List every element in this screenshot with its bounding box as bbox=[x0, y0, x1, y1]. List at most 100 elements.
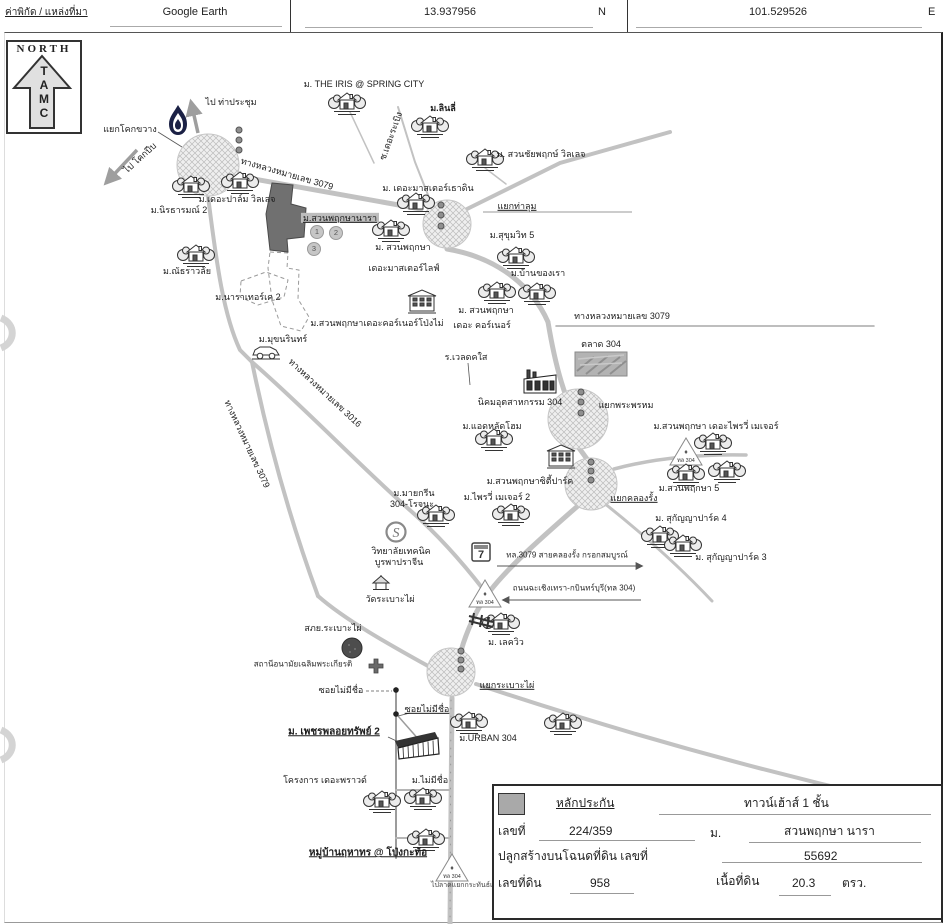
map-label-the-master-thaodin: ม. เดอะมาสเตอร์เธาดิน bbox=[382, 182, 474, 193]
traffic-light-dot bbox=[587, 458, 595, 466]
house-the-proud bbox=[363, 790, 401, 813]
house-privy-major-b bbox=[708, 460, 746, 483]
map-label-ruhathon-pongkatho: หมู่บ้านฤหาทร @ โป่งกะท้อ bbox=[308, 847, 428, 859]
map-label-the-palm-village: ม.เดอะปาล์ม วิลเลจ bbox=[198, 193, 276, 204]
map-label-suan-pruksa-5: ม.สวนพฤกษา 5 bbox=[658, 482, 720, 493]
house-sukhumvit5 bbox=[497, 246, 535, 269]
map-label-suan-chaiyapruek-village: ม. สวนชัยพฤกษ์ วิลเลจ bbox=[496, 148, 586, 159]
traffic-light-dot bbox=[587, 467, 595, 475]
arrow-to-khok-pip bbox=[103, 148, 139, 186]
divider bbox=[627, 0, 628, 32]
traffic-light-dot bbox=[577, 409, 585, 417]
map-label-mukhnarin: ม.มุขนรินทร์ bbox=[258, 333, 308, 344]
house-unlabeled-se bbox=[544, 712, 582, 735]
map-label-ro-weladsai: ร.เวลดคใส bbox=[444, 351, 488, 362]
map-label-yaek-khlong-rang: แยกคลองรั้ง bbox=[610, 492, 658, 503]
gas-station-flame-icon bbox=[169, 105, 187, 135]
map-label-corner-line2: เดอะ คอร์เนอร์ bbox=[453, 319, 511, 330]
traffic-light-dot bbox=[587, 476, 595, 484]
map-label-addlat-home: ม.แอดหลัดโฮม bbox=[462, 420, 522, 431]
map-label-corner-line1: ม. สวนพฤกษา bbox=[458, 304, 514, 315]
market-304-photo bbox=[574, 351, 628, 377]
map-label-sukanya-park-3: ม. สุกัญญาปาร์ค 3 bbox=[695, 551, 767, 562]
annotations-layer bbox=[103, 98, 644, 746]
factory-nikhom-304-icon bbox=[523, 369, 557, 394]
map-label-nikhom-304: นิคมอุตสาหกรรม 304 bbox=[477, 396, 563, 407]
longitude-value: 101.529526 bbox=[748, 6, 808, 18]
deed-no-value: 55692 bbox=[804, 849, 838, 863]
map-label-urban-304: ม.URBAN 304 bbox=[459, 732, 517, 743]
map-label-health-station: สถานีอนามัยเฉลิมพระเกียรติ bbox=[253, 659, 353, 669]
north-arrow-icon bbox=[11, 54, 73, 129]
roundabout-yaek-phra-phrom bbox=[547, 388, 609, 450]
subject-marker-3: 3 bbox=[307, 242, 321, 256]
coordinates-header: ค่าพิกัด / แหล่งที่มา Google Earth 13.93… bbox=[0, 0, 950, 32]
traffic-light-dot bbox=[437, 211, 445, 219]
highway-304-marker: ♦ ทล 304 bbox=[468, 579, 502, 608]
map-label-nara-therec-2: ม.นาราเทอร์เค 2 bbox=[215, 291, 281, 302]
map-label-suan-pruksa-nara: ม.สวนพฤกษานารา bbox=[300, 212, 380, 224]
collateral-legend-table: หลักประกัน ทาวน์เฮ้าส์ 1 ชั้น เลขที่ 224… bbox=[492, 784, 943, 920]
divider bbox=[636, 27, 922, 28]
land-no-value: 958 bbox=[590, 876, 611, 890]
map-label-wat-rabopai: วัดระเบาะไผ่ bbox=[365, 593, 415, 604]
divider bbox=[290, 0, 291, 32]
map-label-talad-304: ตลาด 304 bbox=[581, 338, 621, 349]
map-label-soi-no-name-1: ซอยไม่มีชื่อ bbox=[318, 684, 364, 695]
traffic-light-dot bbox=[457, 665, 465, 673]
map-label-mai-mee-chue: ม.ไม่มีชื่อ bbox=[411, 774, 449, 785]
roundabouts-layer bbox=[176, 133, 618, 697]
arrow-to-tha-prachum bbox=[185, 98, 203, 134]
roundabout-yaek-khlong-rang bbox=[564, 457, 618, 511]
house-addlat-home bbox=[475, 428, 513, 451]
map-label-city-park: ม.สวนพฤกษาซิตี้ปาร์ค bbox=[486, 475, 574, 486]
deed-label: ปลูกสร้างบนโฉนดที่ดิน เลขที่ bbox=[498, 849, 648, 863]
map-label-yaek-tha-lum: แยกท่าลุม bbox=[497, 200, 537, 211]
soi-dots-layer bbox=[393, 687, 399, 717]
map-label-technic-line1: วิทยาลัยเทคนิค bbox=[371, 545, 431, 556]
traffic-light-dot bbox=[235, 126, 243, 134]
house-urban-304 bbox=[450, 711, 488, 734]
college-s-logo-icon bbox=[385, 521, 407, 543]
map-label-pai-tha-prachum: ไป ท่าประชุม bbox=[205, 96, 257, 107]
collateral-swatch bbox=[498, 793, 525, 815]
map-label-rd-304: ถนนฉะเชิงเทรา-กบินทร์บุรี(ทล 304) bbox=[512, 583, 636, 593]
map-label-baan-khong-rao: ม.บ้านของเรา bbox=[510, 267, 566, 278]
latitude-value: 13.937956 bbox=[424, 6, 476, 18]
divider bbox=[305, 27, 593, 28]
divider bbox=[110, 26, 282, 27]
svg-text:♦: ♦ bbox=[684, 449, 688, 456]
roundabout-yaek-tha-lum bbox=[422, 199, 472, 249]
map-label-sukanya-park-4: ม. สุกัญญาปาร์ค 4 bbox=[655, 512, 727, 523]
page-artifacts bbox=[0, 314, 16, 764]
land-no-label: เลขที่ดิน bbox=[498, 876, 542, 890]
roundabout-yaek-rabopai bbox=[426, 647, 476, 697]
car-mukhnarin-icon bbox=[251, 346, 281, 360]
area-label: เนื้อที่ดิน bbox=[716, 874, 760, 888]
area-unit: ตรว. bbox=[842, 876, 867, 890]
house-mai-mee-chue bbox=[404, 787, 442, 810]
traffic-light-dot bbox=[437, 201, 445, 209]
map-label-yaek-phra-phrom: แยกพระพรหม bbox=[598, 399, 654, 410]
house-no-value: 224/359 bbox=[569, 824, 613, 838]
collateral-type: ทาวน์เฮ้าส์ 1 ชั้น bbox=[744, 796, 829, 810]
traffic-light-dot bbox=[235, 136, 243, 144]
house-no-label: เลขที่ bbox=[498, 824, 526, 838]
map-label-nathrawalai: ม.ณัธราวลัย bbox=[162, 265, 212, 276]
svg-text:ทล 304: ทล 304 bbox=[677, 458, 695, 464]
traffic-light-dot bbox=[457, 656, 465, 664]
map-label-pai-lad: ไปลาดแยกกระทันธ์เรียน bbox=[430, 881, 506, 889]
collateral-label: หลักประกัน bbox=[556, 796, 615, 810]
map-label-linlee: ม.ลินลี่ bbox=[430, 102, 456, 113]
house-masterlife bbox=[372, 219, 410, 242]
map-label-nirtharamon-2: ม.นิรธารมณ์ 2 bbox=[150, 204, 208, 215]
traffic-light-dot bbox=[235, 146, 243, 154]
soi-dot bbox=[393, 687, 399, 693]
map-label-corner-pongmai: ม.สวนพฤกษาเดอะคอร์เนอร์โป่งไม่ bbox=[310, 317, 444, 328]
map-label-masterlife-line2: เดอะมาสเตอร์ไลฟ์ bbox=[368, 262, 440, 273]
traffic-light-dot bbox=[577, 398, 585, 406]
traffic-light-dot bbox=[577, 388, 585, 396]
house-privy-major-2 bbox=[492, 503, 530, 526]
traffic-lights-layer bbox=[235, 126, 595, 673]
